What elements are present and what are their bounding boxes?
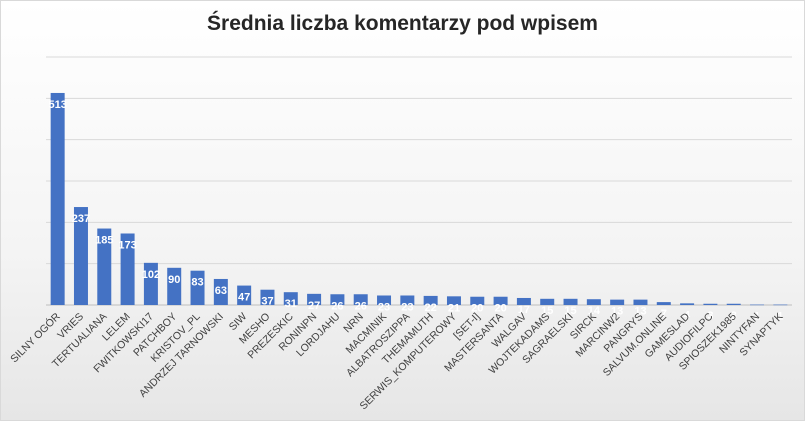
data-label: 27: [308, 300, 320, 312]
data-label: 83: [191, 277, 203, 289]
bar: [703, 304, 717, 305]
data-label: 63: [215, 285, 227, 297]
bar: [727, 304, 741, 305]
bar: [750, 305, 764, 306]
data-label: 102: [142, 269, 160, 281]
data-label: 37: [261, 296, 273, 308]
data-label: 237: [72, 213, 90, 225]
bar: [51, 93, 65, 305]
bar: [657, 302, 671, 305]
bar: [587, 299, 601, 305]
data-label: 173: [118, 239, 136, 251]
bar: [680, 303, 694, 305]
data-label: 90: [168, 274, 180, 286]
data-label: 513: [48, 99, 66, 111]
bar: [773, 305, 787, 306]
data-label: 185: [95, 235, 113, 247]
data-label: 31: [285, 298, 297, 310]
bar: [610, 300, 624, 305]
bar: [633, 300, 647, 305]
data-label: 47: [238, 292, 250, 304]
